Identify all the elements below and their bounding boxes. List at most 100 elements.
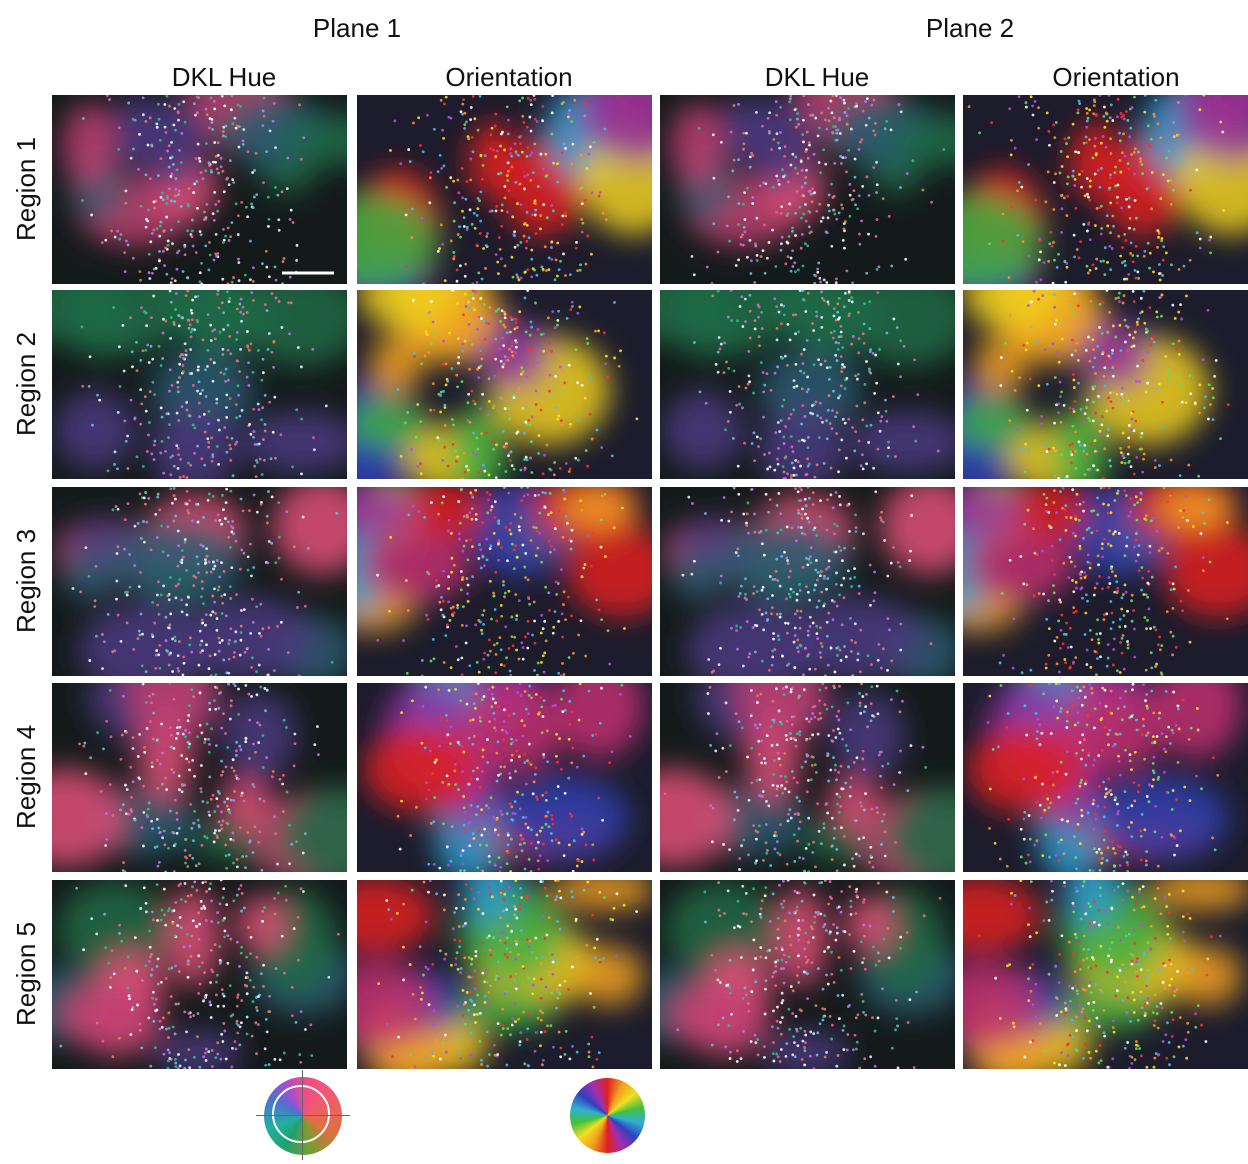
cell-dot [1066, 195, 1069, 198]
cell-dot [605, 355, 608, 358]
cell-dot [155, 267, 158, 270]
cell-dot [752, 824, 755, 827]
cell-dot [501, 203, 504, 206]
cell-dot [746, 756, 749, 759]
cell-dot [537, 662, 540, 665]
cell-dot [862, 332, 865, 335]
cell-dot [262, 358, 265, 361]
cell-dot [836, 654, 839, 657]
cell-dot [844, 387, 847, 390]
cell-dot [1085, 126, 1088, 129]
cell-dot [709, 804, 712, 807]
cell-dot [794, 234, 797, 237]
cell-dot [835, 132, 838, 135]
cell-dot [532, 267, 535, 270]
cell-dot [1052, 241, 1055, 244]
cell-dot [759, 184, 762, 187]
cell-dot [188, 704, 191, 707]
cell-dot [877, 448, 880, 451]
cell-dot [1095, 267, 1098, 270]
cell-dot [447, 864, 450, 867]
cell-dot [742, 132, 745, 135]
cell-dot [477, 557, 480, 560]
cell-dot [180, 161, 183, 164]
cell-dot [824, 118, 827, 121]
cell-dot [831, 94, 834, 97]
cell-dot [215, 402, 218, 405]
cell-dot [806, 244, 809, 247]
cell-dot [467, 584, 470, 587]
cell-dot [1037, 106, 1040, 109]
cell-dot [556, 162, 559, 165]
cell-dot [399, 162, 402, 165]
cell-dot [884, 127, 887, 130]
cell-dot [544, 245, 547, 248]
cell-dot [473, 308, 476, 311]
cell-dot [214, 519, 217, 522]
cell-dot [216, 293, 219, 296]
cell-dot [778, 183, 781, 186]
cell-dot [1134, 420, 1137, 423]
cell-dot [171, 242, 174, 245]
cell-dot [156, 787, 159, 790]
cell-dot [469, 118, 472, 121]
cell-dot [839, 649, 842, 652]
cell-dot [277, 194, 280, 197]
cell-dot [253, 785, 256, 788]
cell-dot [101, 241, 104, 244]
cell-dot [174, 194, 177, 197]
cell-dot [505, 359, 508, 362]
cell-dot [516, 791, 519, 794]
cell-dot [238, 415, 241, 418]
cell-dot [227, 536, 230, 539]
cell-dot [782, 465, 785, 468]
cell-dot [176, 268, 179, 271]
cell-dot [245, 206, 248, 209]
cell-dot [868, 327, 871, 330]
cell-dot [468, 783, 471, 786]
cell-dot [231, 122, 234, 125]
cell-dot [1136, 271, 1139, 274]
cell-dot [544, 492, 547, 495]
cell-dot [591, 438, 594, 441]
cell-dot [1101, 547, 1104, 550]
cell-dot [143, 746, 146, 749]
cell-dot [530, 471, 533, 474]
cell-dot [496, 150, 499, 153]
cell-dot [1112, 366, 1115, 369]
cell-dot [234, 640, 237, 643]
cell-dot [1012, 667, 1015, 670]
cell-dot [228, 658, 231, 661]
cell-dot [177, 530, 180, 533]
cell-dot [748, 652, 751, 655]
cell-dot [233, 117, 236, 120]
cell-dot [466, 226, 469, 229]
cell-dot [532, 526, 535, 529]
cell-dot [794, 459, 797, 462]
cell-dot [223, 373, 226, 376]
cell-dot [1142, 593, 1145, 596]
cell-dot [523, 458, 526, 461]
cell-dot [1133, 656, 1136, 659]
cell-dot [215, 233, 218, 236]
cell-dot [217, 172, 220, 175]
cell-dot [1151, 171, 1154, 174]
cell-dot [1114, 530, 1117, 533]
cell-dot [1140, 566, 1143, 569]
cell-dot [434, 761, 437, 764]
cell-dot [776, 365, 779, 368]
cell-dot [198, 664, 201, 667]
cell-dot [1118, 625, 1121, 628]
map-blob [241, 411, 360, 473]
cell-dot [1209, 561, 1212, 564]
cell-dot [1156, 530, 1159, 533]
cell-dot [1044, 348, 1047, 351]
cell-dot [191, 230, 194, 233]
cell-dot [467, 469, 470, 472]
cell-dot [1089, 185, 1092, 188]
cell-dot [460, 851, 463, 854]
cell-dot [507, 161, 510, 164]
cell-dot [584, 397, 587, 400]
cell-dot [1089, 238, 1092, 241]
cell-dot [158, 118, 161, 121]
